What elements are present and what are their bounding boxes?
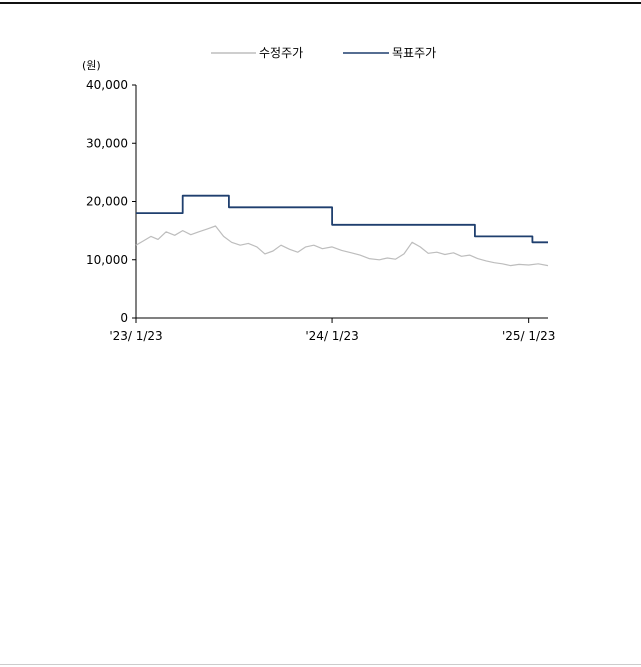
x-tick-label: '24/ 1/23 bbox=[305, 329, 358, 343]
y-unit-label: (원) bbox=[82, 59, 101, 72]
series-layer bbox=[135, 194, 549, 267]
x-tick-label: '23/ 1/23 bbox=[109, 329, 162, 343]
y-tick-label: 0 bbox=[120, 311, 128, 325]
y-tick-label: 10,000 bbox=[86, 253, 128, 267]
x-tick-label: '25/ 1/23 bbox=[502, 329, 555, 343]
y-tick-label: 20,000 bbox=[86, 195, 128, 209]
y-tick-label: 40,000 bbox=[86, 78, 128, 92]
y-axis: 0 10,000 20,000 30,000 40,000 bbox=[86, 78, 137, 325]
series-line-target-price bbox=[136, 194, 548, 244]
legend-label-target-price: 목표주가 bbox=[392, 46, 436, 60]
legend: 수정주가 목표주가 bbox=[211, 46, 436, 60]
bottom-rule bbox=[0, 664, 641, 665]
y-tick-label: 30,000 bbox=[86, 136, 128, 150]
x-axis: '23/ 1/23 '24/ 1/23 '25/ 1/23 bbox=[109, 317, 555, 343]
legend-label-adjusted-price: 수정주가 bbox=[259, 46, 303, 60]
series-line-adjusted-price bbox=[135, 225, 549, 267]
top-rule bbox=[0, 2, 641, 4]
